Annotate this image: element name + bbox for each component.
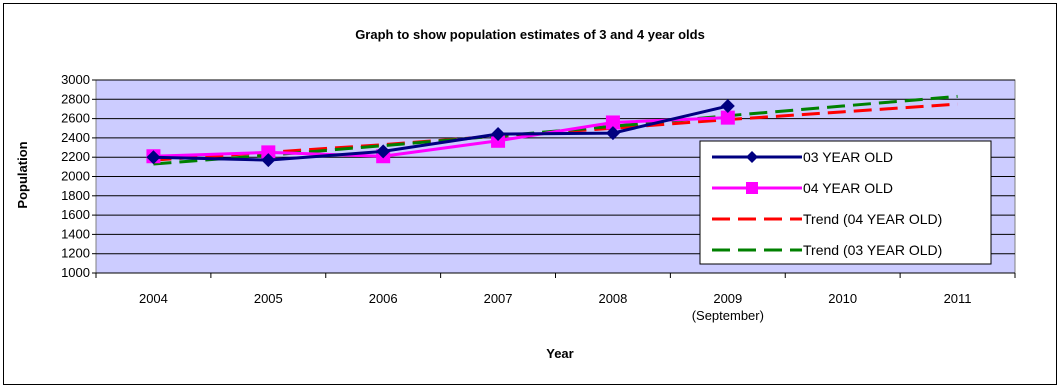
y-tick-label: 1400	[61, 226, 90, 241]
y-tick-label: 1800	[61, 188, 90, 203]
series-0	[146, 99, 735, 168]
y-tick-label: 2600	[61, 111, 90, 126]
y-tick-label: 3000	[61, 72, 90, 87]
data-point	[605, 115, 620, 130]
legend-label: Trend (04 YEAR OLD)	[803, 211, 942, 227]
y-tick-label: 2200	[61, 149, 90, 164]
x-tick-label: 2006	[369, 291, 398, 306]
legend-label: 03 YEAR OLD	[803, 149, 893, 165]
x-axis-ticks: 2004 2005 2006 2007 2008 2009 (September) 2010 2…	[95, 273, 1016, 323]
data-point	[491, 127, 506, 142]
x-axis-title: Year	[546, 346, 573, 361]
chart-title: Graph to show population estimates of 3 …	[355, 27, 705, 42]
x-tick-label: 2009	[713, 291, 742, 306]
series-layer	[146, 94, 958, 168]
x-tick-label: 2005	[254, 291, 283, 306]
series-line	[153, 116, 728, 158]
legend-label: Trend (03 YEAR OLD)	[803, 242, 942, 258]
legend-marker	[746, 182, 758, 194]
data-point	[720, 110, 735, 125]
data-point	[720, 99, 735, 114]
data-point	[376, 144, 391, 159]
x-tick-label: 2010	[828, 291, 857, 306]
y-axis-title: Population	[15, 141, 30, 208]
y-tick-label: 1000	[61, 265, 90, 280]
y-tick-label: 2400	[61, 130, 90, 145]
series-line	[153, 104, 729, 162]
x-tick-label: 2008	[598, 291, 627, 306]
x-tick-label: 2011	[944, 291, 972, 306]
y-tick-label: 1600	[61, 207, 90, 222]
data-point	[261, 145, 276, 160]
legend-box	[699, 140, 992, 265]
data-point	[261, 153, 276, 168]
x-tick-label: 2007	[484, 291, 513, 306]
legend-label: 04 YEAR OLD	[803, 180, 893, 196]
y-axis-ticks: 1000 1200 1400 1600 1800 2000 2200 2400 2600 2800…	[61, 72, 96, 280]
y-tick-label: 2000	[61, 169, 90, 184]
data-point	[146, 150, 161, 165]
legend: 03 YEAR OLD 04 YEAR OLD Trend (04 YEAR OLD…	[699, 140, 992, 265]
data-point	[605, 126, 620, 141]
y-tick-label: 2800	[61, 91, 90, 106]
legend-marker	[746, 151, 758, 163]
x-tick-sublabel: (September)	[692, 308, 764, 323]
x-tick-label: 2004	[139, 291, 168, 306]
y-tick-label: 1200	[61, 246, 90, 261]
